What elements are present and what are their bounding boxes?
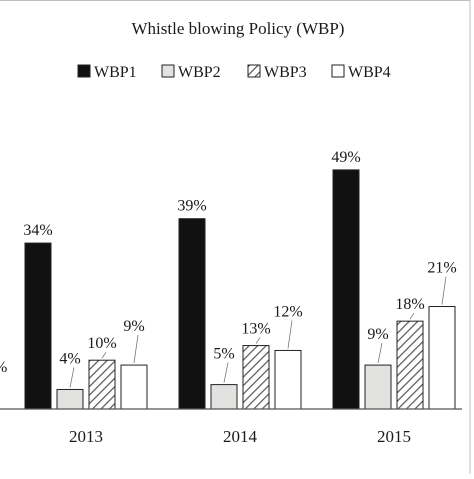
bar-wbp1-2015 — [332, 169, 360, 410]
bar-wbp3-2015 — [396, 320, 424, 410]
legend: WBP1 WBP2 WBP3 WBP4 — [77, 64, 391, 81]
bar-wbp3-2013 — [88, 359, 116, 410]
x-tick-label-2015: 2015 — [377, 427, 411, 446]
legend-swatch-wbp4 — [331, 64, 345, 78]
leader-line-wbp3-2014 — [255, 337, 261, 344]
bar-wbp2-2014 — [210, 384, 238, 410]
bar-wbp4-2013 — [120, 364, 148, 410]
data-label-wbp3-2013: 10% — [87, 335, 116, 352]
legend-swatch-wbp1 — [77, 64, 91, 78]
data-label-wbp4-2015: 21% — [427, 260, 456, 277]
leader-line-wbp4-2013 — [133, 335, 139, 364]
data-label-wbp2-2014: 5% — [213, 346, 234, 363]
data-label-wbp2-2015: 9% — [367, 326, 388, 343]
data-label-wbp3-2014: 13% — [241, 321, 270, 338]
legend-label-wbp3: WBP3 — [264, 64, 307, 81]
data-label-wbp4-2014: 12% — [273, 303, 302, 320]
legend-swatch-wbp3 — [247, 64, 261, 78]
data-label-wbp1-2014: 39% — [177, 198, 206, 215]
chart-title: Whistle blowing Policy (WBP) — [132, 19, 345, 38]
leader-line-wbp3-2015 — [409, 312, 415, 320]
bar-wbp3-2014 — [242, 345, 270, 410]
leader-line-wbp2-2014 — [223, 362, 229, 383]
bars-group: 34% 39% 49% 4% 5% 9% 10% 13% 18% 9% 12% 21% — [23, 149, 457, 410]
leader-line-wbp2-2015 — [377, 343, 383, 364]
data-label-wbp2-2013: 4% — [59, 350, 80, 367]
bar-wbp4-2015 — [428, 306, 456, 410]
leader-line-wbp3-2013 — [101, 351, 107, 359]
bar-wbp1-2013 — [24, 242, 52, 410]
bar-wbp4-2014 — [274, 349, 302, 410]
legend-label-wbp4: WBP4 — [348, 64, 391, 81]
leader-line-wbp4-2014 — [287, 320, 293, 349]
clipped-edge-label: % — [0, 359, 7, 376]
x-tick-label-2014: 2014 — [223, 427, 258, 446]
data-label-wbp1-2013: 34% — [23, 222, 52, 239]
data-label-wbp1-2015: 49% — [331, 149, 360, 166]
legend-label-wbp1: WBP1 — [94, 64, 137, 81]
bar-wbp2-2013 — [56, 388, 84, 410]
x-tick-label-2013: 2013 — [69, 427, 103, 446]
data-label-wbp4-2013: 9% — [123, 318, 144, 335]
leader-line-wbp2-2013 — [69, 367, 75, 388]
data-label-wbp3-2015: 18% — [395, 296, 424, 313]
x-tick-labels: 2013 2014 2015 — [69, 427, 411, 446]
bar-wbp2-2015 — [364, 364, 392, 410]
bar-wbp1-2014 — [178, 218, 206, 410]
legend-label-wbp2: WBP2 — [178, 64, 221, 81]
leader-line-wbp4-2015 — [441, 276, 447, 305]
legend-swatch-wbp2 — [161, 64, 175, 78]
